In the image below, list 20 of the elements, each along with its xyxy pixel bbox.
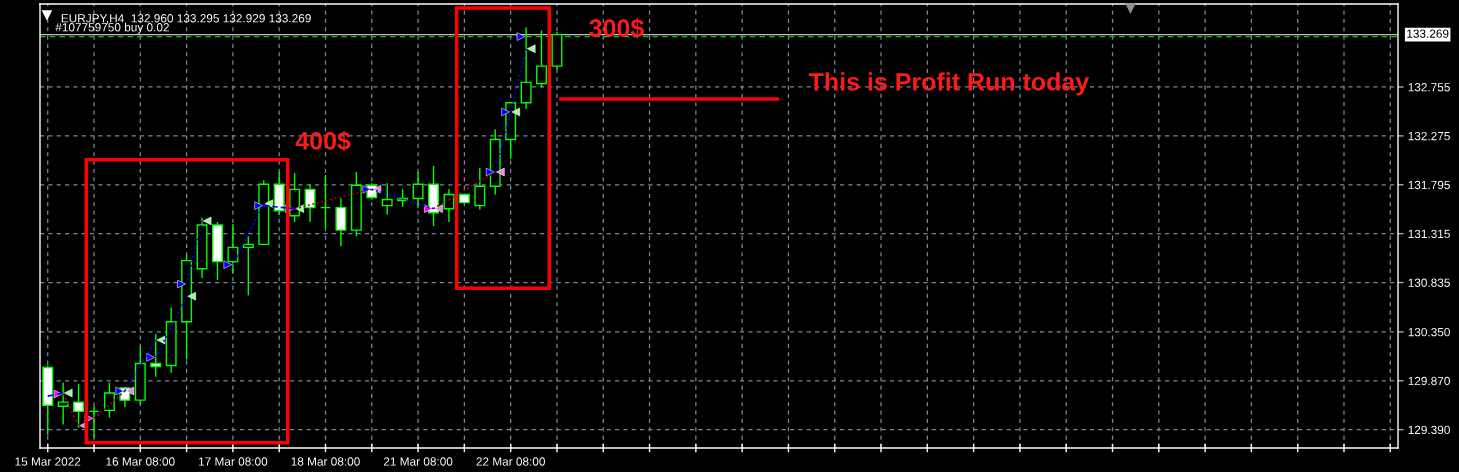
x-tick-label: 16 Mar 08:00	[106, 457, 175, 466]
annotation: 400$	[295, 130, 351, 152]
annotation: 300$	[589, 18, 644, 39]
ref-line-label: 133.269	[1407, 29, 1449, 38]
x-tick-label: 22 Mar 08:00	[476, 457, 545, 466]
x-tick-label: 21 Mar 08:00	[383, 457, 453, 466]
y-tick-label: 130.350	[1408, 327, 1450, 337]
y-tick-label: 130.835	[1408, 278, 1450, 287]
y-tick-label: 131.795	[1408, 180, 1450, 190]
y-tick-label: 129.870	[1408, 376, 1450, 386]
x-tick-label: 15 Mar 2022	[15, 457, 81, 466]
annotation: This is Profit Run today	[808, 72, 1090, 96]
x-tick-label: 18 Mar 08:00	[291, 457, 360, 466]
y-tick-label: 132.275	[1408, 131, 1450, 141]
ref-line-label: #107759750 buy 0.02	[55, 22, 169, 34]
y-tick-label: 131.315	[1408, 229, 1450, 239]
y-tick-label: 129.390	[1408, 425, 1450, 435]
y-tick-label: 132.755	[1408, 83, 1450, 92]
text: EURJPY,H4 132.960 133.295 132.929 133.269	[61, 14, 311, 24]
x-tick-label: 17 Mar 08:00	[199, 457, 268, 466]
